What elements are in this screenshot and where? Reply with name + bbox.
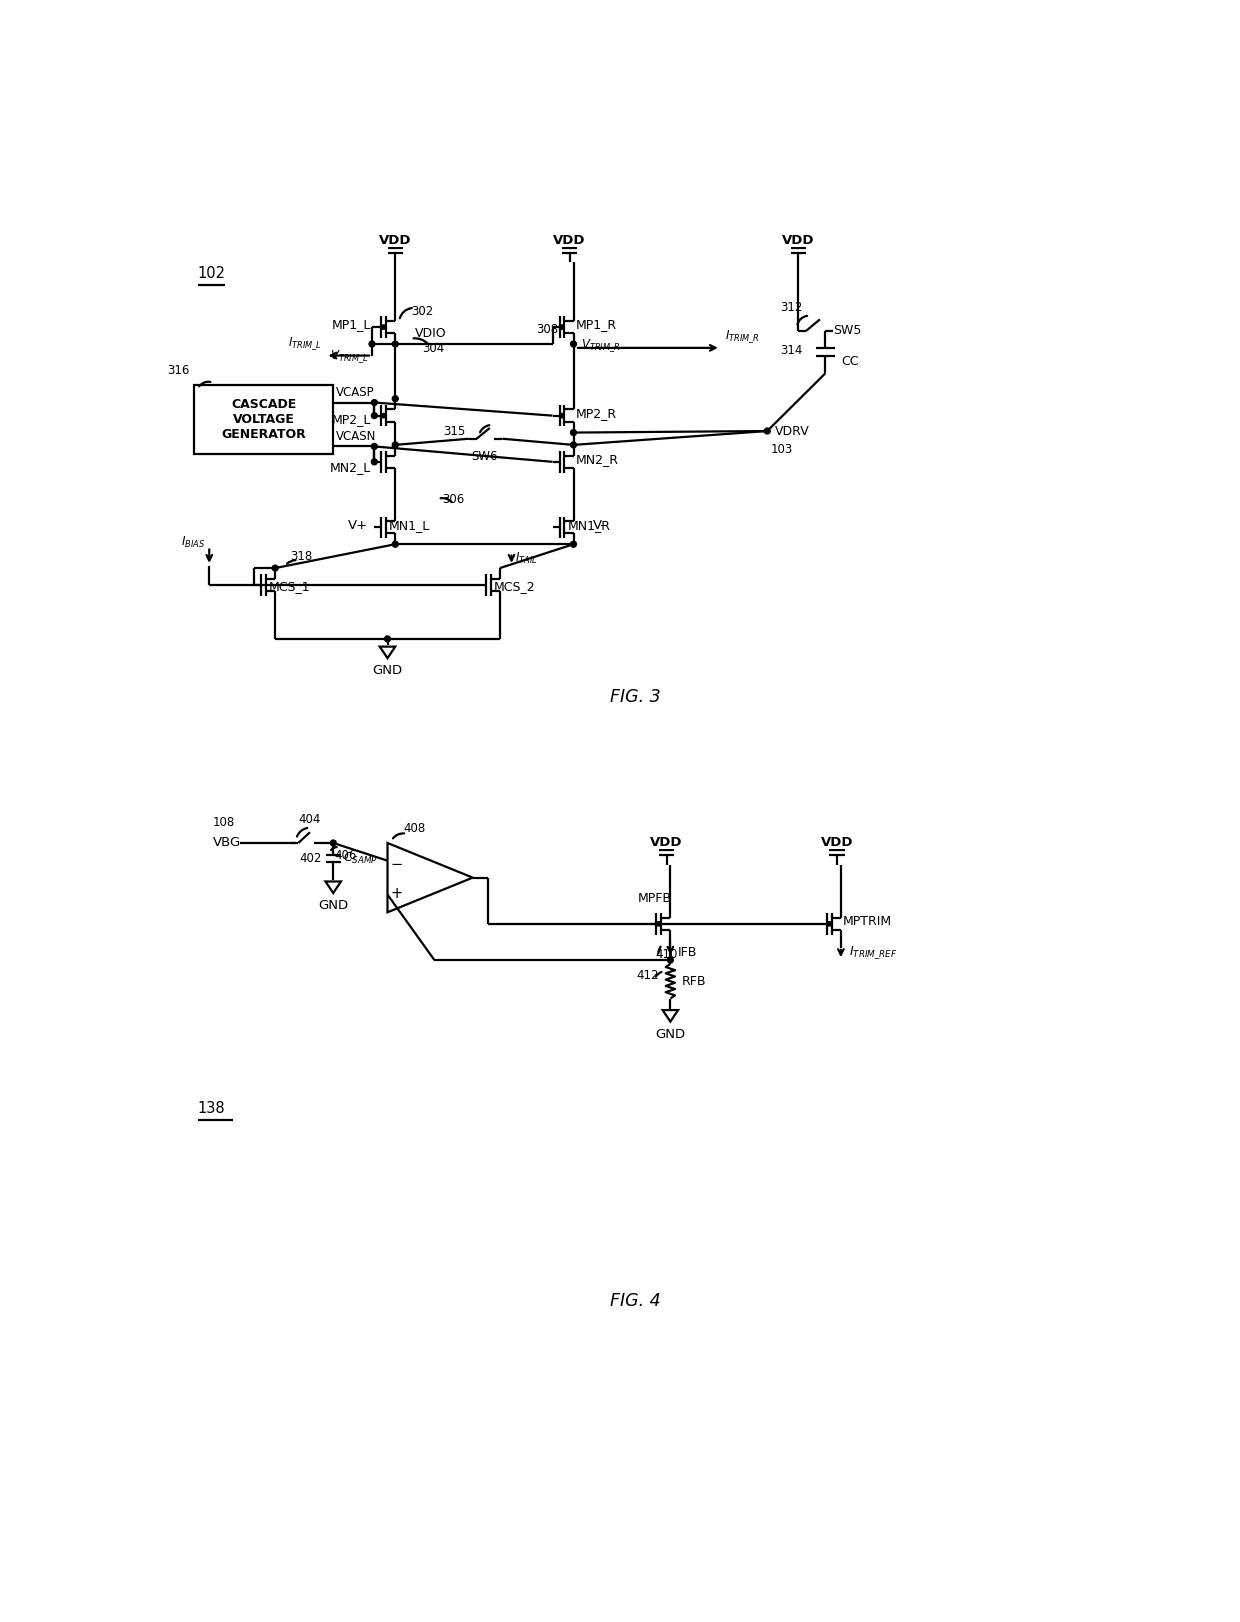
Text: IFB: IFB [678, 946, 697, 959]
Circle shape [372, 443, 377, 449]
Text: MN2_R: MN2_R [575, 453, 619, 466]
Circle shape [392, 441, 398, 448]
Text: CC: CC [841, 355, 858, 368]
Text: MPFB: MPFB [637, 892, 672, 905]
Text: MP2_L: MP2_L [332, 414, 371, 427]
Text: 138: 138 [197, 1101, 226, 1116]
Text: MN2_L: MN2_L [330, 462, 371, 475]
Text: 108: 108 [213, 816, 236, 829]
Text: $I_{TRIM\_L}$: $I_{TRIM\_L}$ [288, 336, 321, 352]
Text: MP1_L: MP1_L [332, 318, 371, 331]
Text: 312: 312 [780, 302, 802, 315]
Text: $C_{SAMP}$: $C_{SAMP}$ [342, 852, 378, 866]
Text: 306: 306 [441, 493, 464, 506]
Circle shape [384, 636, 391, 642]
Circle shape [392, 542, 398, 547]
Text: 304: 304 [423, 342, 445, 355]
Circle shape [370, 341, 374, 347]
Text: MP2_R: MP2_R [575, 407, 618, 420]
Text: $-$: $-$ [391, 855, 403, 869]
Text: VDD: VDD [553, 234, 585, 247]
Text: $I_{TRIM\_R}$: $I_{TRIM\_R}$ [724, 328, 759, 345]
Text: $I_{BIAS}$: $I_{BIAS}$ [181, 535, 206, 550]
Circle shape [570, 341, 577, 347]
Text: VDRV: VDRV [775, 425, 810, 438]
Text: $+$: $+$ [391, 886, 403, 900]
Text: MCS_1: MCS_1 [269, 581, 310, 594]
Text: $I_{TAIL}$: $I_{TAIL}$ [516, 551, 538, 566]
Text: 408: 408 [403, 822, 425, 835]
Circle shape [559, 324, 564, 329]
Circle shape [372, 412, 377, 418]
Text: 406: 406 [335, 850, 357, 863]
Text: 316: 316 [167, 363, 190, 378]
Text: 103: 103 [771, 443, 794, 456]
Text: 314: 314 [780, 344, 802, 357]
Text: $I_{TRIM\_REF}$: $I_{TRIM\_REF}$ [848, 944, 897, 960]
Circle shape [382, 324, 386, 329]
Text: MCS_2: MCS_2 [494, 581, 536, 594]
Text: 308: 308 [536, 323, 558, 336]
Text: SW6: SW6 [471, 451, 497, 464]
Text: MPTRIM: MPTRIM [843, 915, 893, 928]
Text: VCASP: VCASP [336, 386, 374, 399]
Circle shape [570, 542, 577, 547]
Text: 315: 315 [443, 425, 465, 438]
Text: $V_{TRIM\_L}$: $V_{TRIM\_L}$ [330, 347, 368, 365]
Text: V+: V+ [348, 519, 368, 532]
Circle shape [667, 957, 673, 963]
Circle shape [570, 430, 577, 435]
Text: GENERATOR: GENERATOR [221, 428, 306, 441]
Text: VDD: VDD [379, 234, 412, 247]
Circle shape [570, 441, 577, 448]
Text: VCASN: VCASN [336, 430, 376, 443]
Text: $V_{TRIM\_R}$: $V_{TRIM\_R}$ [582, 337, 620, 354]
Text: VOLTAGE: VOLTAGE [233, 414, 294, 427]
Text: GND: GND [319, 899, 348, 912]
Circle shape [392, 396, 398, 402]
Bar [193, 384, 334, 454]
Text: MP1_R: MP1_R [575, 318, 618, 331]
Text: VDD: VDD [782, 234, 815, 247]
Circle shape [372, 459, 377, 466]
Text: VBG: VBG [213, 837, 242, 850]
Text: V-: V- [593, 519, 606, 532]
Text: SW5: SW5 [833, 324, 862, 337]
Text: GND: GND [655, 1028, 686, 1041]
Text: VDD: VDD [821, 835, 853, 850]
Text: GND: GND [372, 665, 403, 678]
Circle shape [382, 414, 386, 418]
Text: 302: 302 [410, 305, 433, 318]
Circle shape [559, 414, 564, 418]
Circle shape [392, 341, 398, 347]
Circle shape [827, 921, 832, 926]
Text: VDIO: VDIO [414, 328, 446, 341]
Circle shape [764, 428, 770, 435]
Circle shape [372, 399, 377, 406]
Text: 404: 404 [299, 813, 321, 826]
Circle shape [657, 921, 661, 926]
Text: 402: 402 [299, 852, 321, 865]
Text: RFB: RFB [682, 975, 707, 988]
Text: MN1_R: MN1_R [567, 519, 610, 532]
Text: 318: 318 [290, 550, 312, 563]
Text: VDD: VDD [650, 835, 683, 850]
Text: 102: 102 [197, 266, 226, 281]
Text: 412: 412 [636, 968, 658, 981]
Text: 410: 410 [655, 949, 677, 962]
Text: MN1_L: MN1_L [389, 519, 430, 532]
Circle shape [273, 564, 278, 571]
Text: FIG. 3: FIG. 3 [610, 688, 661, 706]
Text: FIG. 4: FIG. 4 [610, 1293, 661, 1311]
Circle shape [330, 840, 336, 847]
Text: CASCADE: CASCADE [231, 397, 296, 410]
